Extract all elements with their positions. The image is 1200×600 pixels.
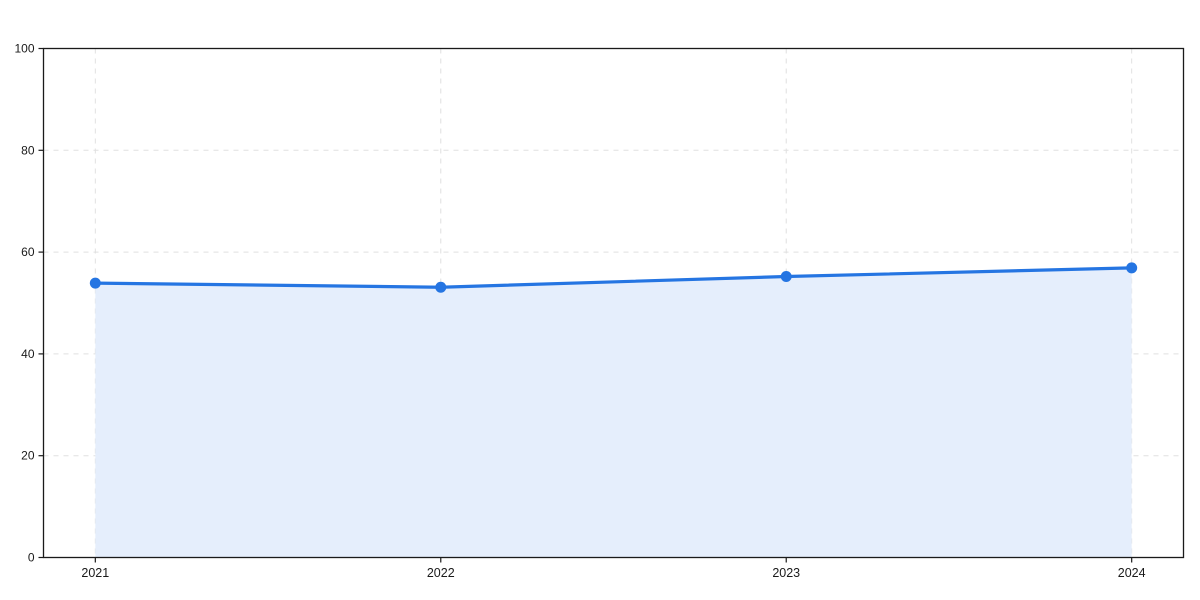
x-tick-label: 2022: [427, 566, 455, 580]
y-tick-label: 60: [21, 245, 35, 259]
x-tick-label: 2024: [1118, 566, 1146, 580]
data-point: [89, 277, 101, 289]
y-tick-label: 80: [21, 143, 35, 157]
y-tick-label: 0: [28, 551, 35, 565]
area-fill: [95, 267, 1132, 558]
x-tick-label: 2021: [81, 566, 109, 580]
data-point: [435, 281, 447, 293]
y-tick-label: 100: [14, 42, 34, 56]
y-tick-label: 20: [21, 449, 35, 463]
data-point: [780, 271, 792, 283]
data-point: [1126, 262, 1138, 274]
trend-line: [93, 266, 1134, 289]
plot-border: [42, 47, 1185, 559]
y-tick-label: 40: [21, 347, 35, 361]
x-tick-label: 2023: [772, 566, 800, 580]
